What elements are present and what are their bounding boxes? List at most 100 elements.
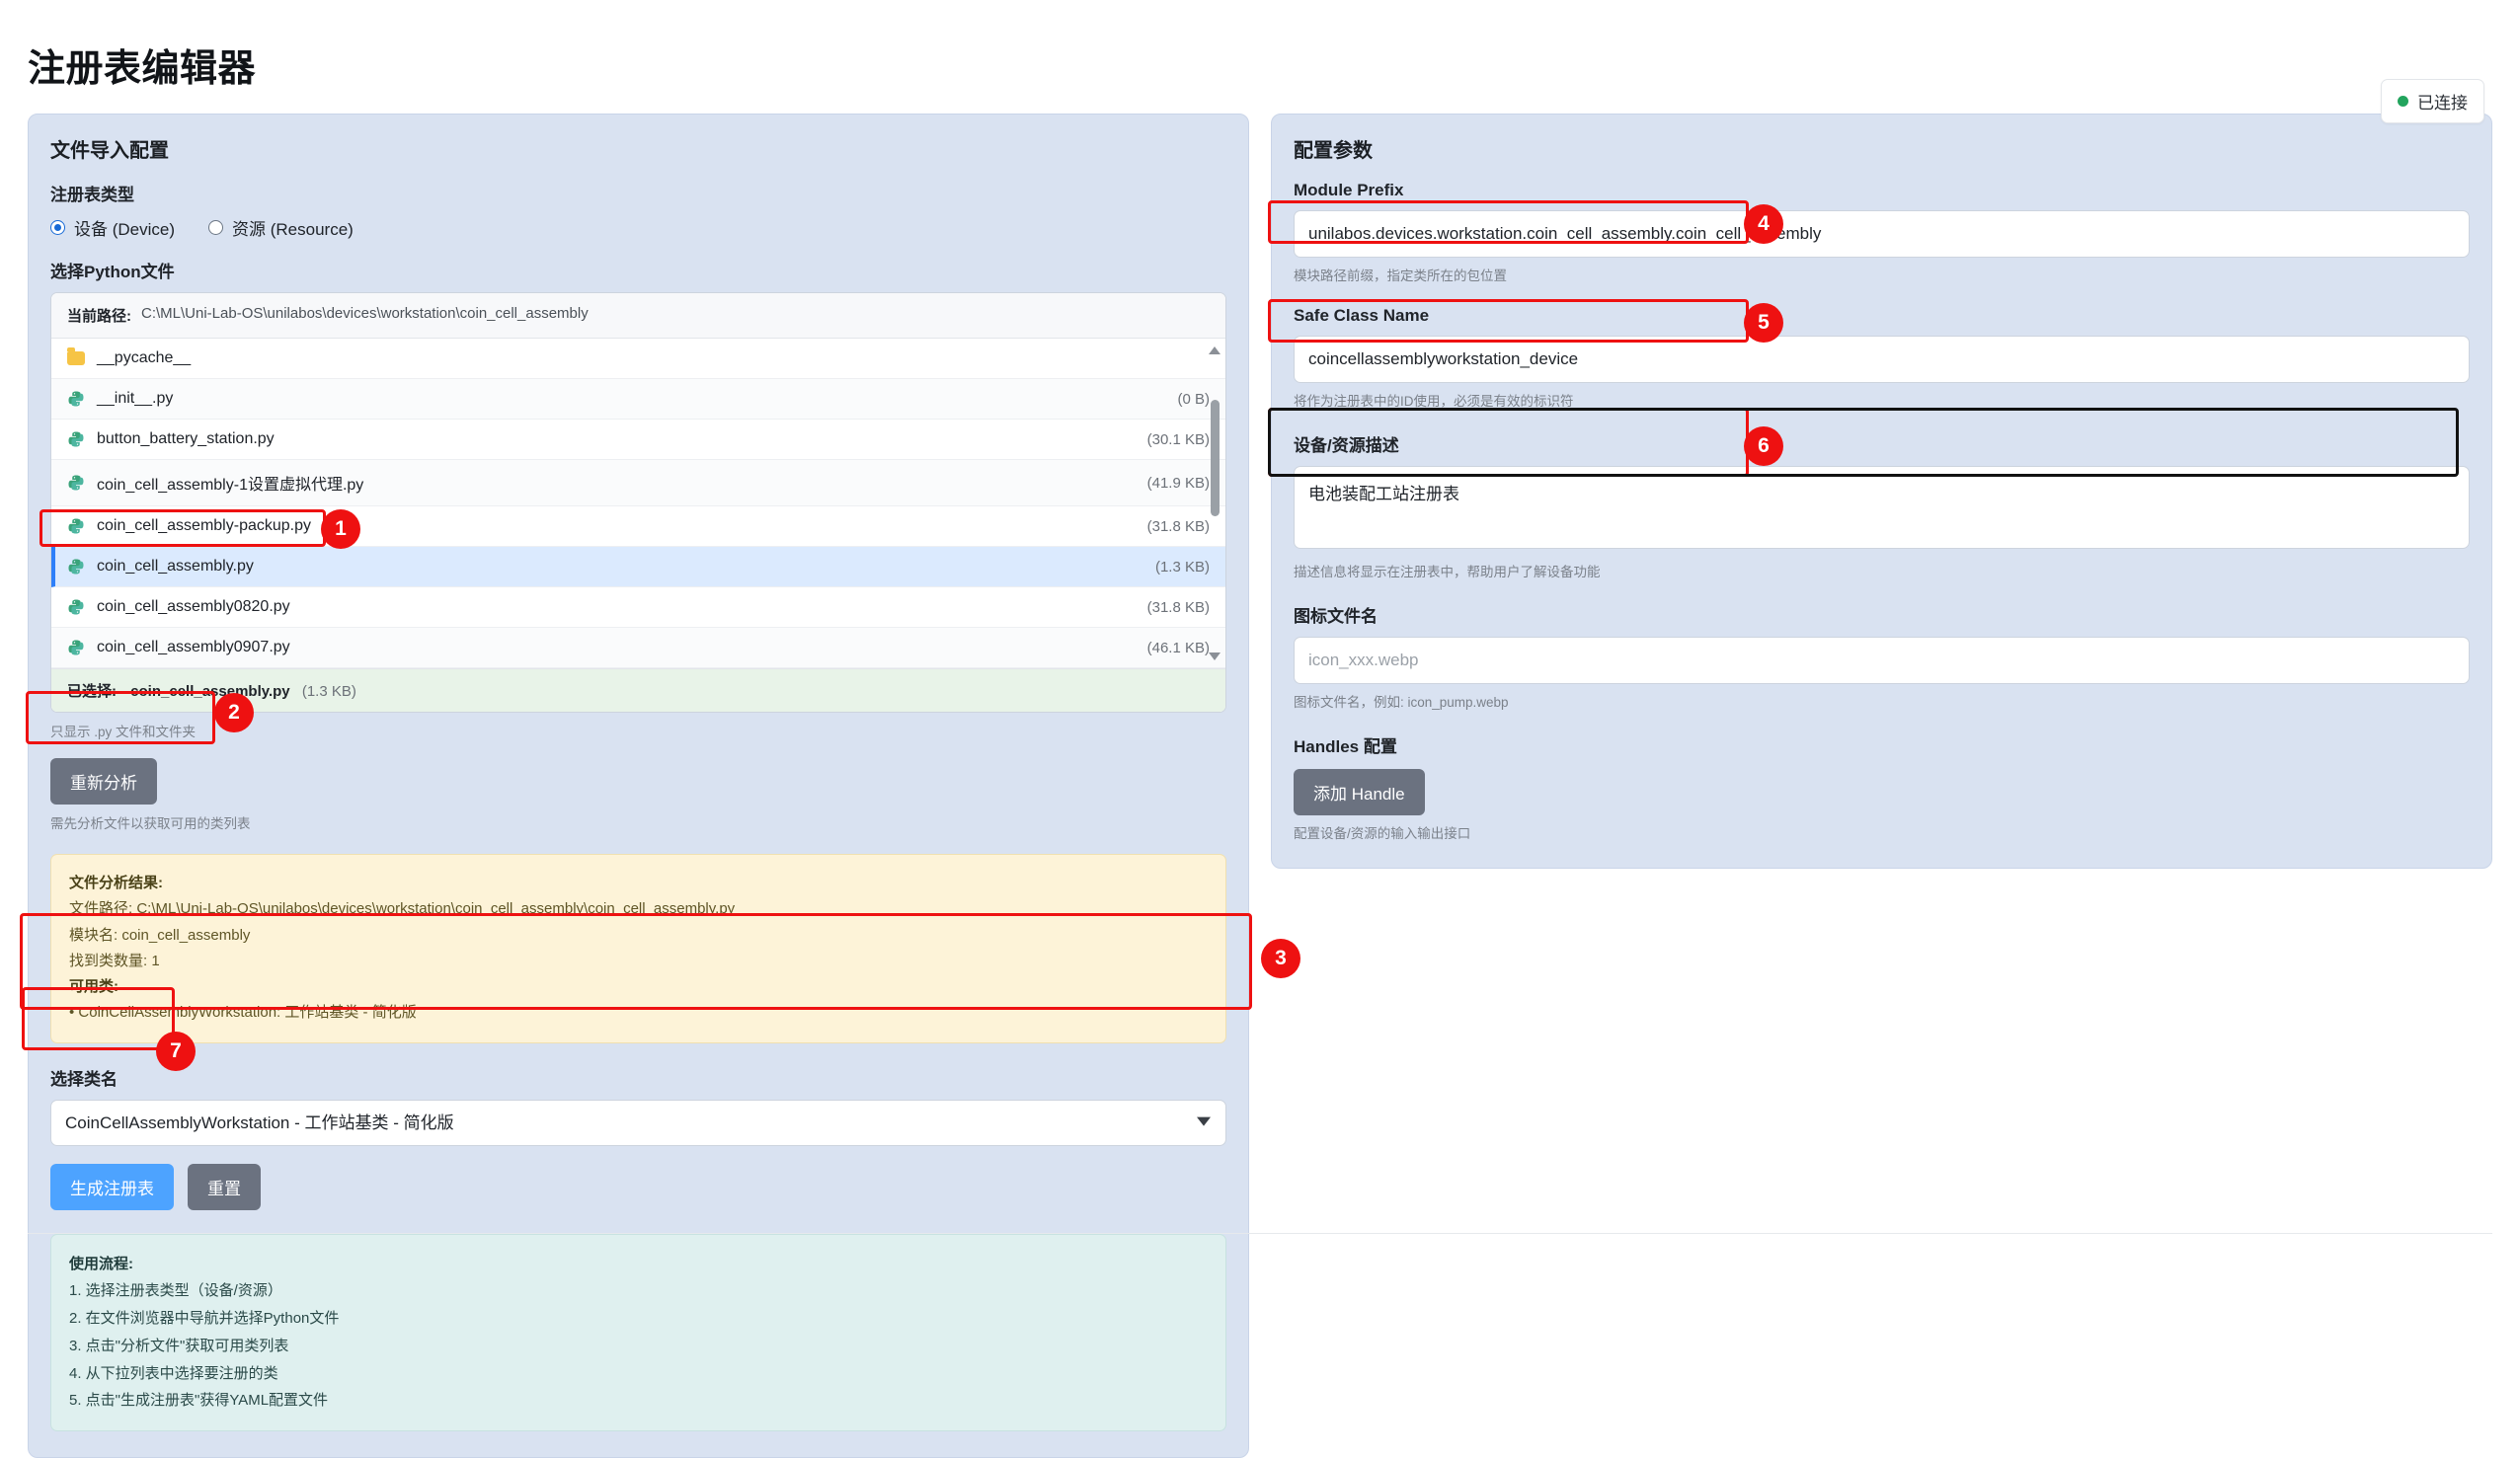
config-params-title: 配置参数 (1294, 140, 1373, 162)
analysis-module: 模块名: coin_cell_assembly (69, 926, 251, 944)
module-prefix-hint: 模块路径前缀，指定类所在的包位置 (1294, 269, 1507, 283)
file-row-coin-cell-assembly0820[interactable]: coin_cell_assembly0820.py (31.8 KB) (51, 587, 1225, 628)
annotation-badge-7: 7 (156, 1032, 196, 1071)
file-row-coin-cell-assembly-packup[interactable]: coin_cell_assembly-packup.py (31.8 KB) (51, 506, 1225, 547)
file-import-card-title: 文件导入配置 (50, 140, 169, 162)
file-name: coin_cell_assembly0820.py (97, 598, 290, 615)
usage-flow-box: 使用流程: 1. 选择注册表类型（设备/资源） 2. 在文件浏览器中导航并选择P… (50, 1233, 1226, 1431)
file-row-coin-cell-assembly-1[interactable]: coin_cell_assembly-1设置虚拟代理.py (41.9 KB) (51, 460, 1225, 506)
reset-button[interactable]: 重置 (188, 1163, 261, 1210)
radio-resource-icon[interactable] (208, 220, 224, 235)
file-size: (30.1 KB) (1146, 430, 1210, 448)
reanalyze-button-row: 重新分析 (50, 758, 1226, 805)
radio-device-label: 设备 (Device) (74, 220, 176, 239)
file-row-button-battery-station[interactable]: button_battery_station.py (30.1 KB) (51, 420, 1225, 460)
radio-device-icon[interactable] (50, 220, 65, 235)
class-select-label: 选择类名 (50, 1069, 118, 1089)
file-name: __init__.py (97, 390, 174, 407)
usage-title: 使用流程: (69, 1255, 133, 1272)
file-row-coin-cell-assembly0907[interactable]: coin_cell_assembly0907.py (46.1 KB) (51, 628, 1225, 668)
file-name: coin_cell_assembly-packup.py (97, 517, 311, 534)
config-params-card: 配置参数 Module Prefix 模块路径前缀，指定类所在的包位置 Safe… (1271, 114, 2492, 869)
usage-step-3: 3. 点击"分析文件"获取可用类列表 (69, 1337, 289, 1354)
page-title: 注册表编辑器 (28, 48, 257, 90)
usage-step-1: 1. 选择注册表类型（设备/资源） (69, 1282, 282, 1300)
file-size: (1.3 KB) (1154, 558, 1210, 576)
description-textarea[interactable]: 电池装配工站注册表 (1294, 466, 2470, 549)
annotation-badge-2: 2 (214, 693, 254, 732)
python-file-icon (67, 390, 85, 408)
generate-registry-button[interactable]: 生成注册表 (50, 1163, 174, 1210)
analysis-class-count: 找到类数量: 1 (69, 952, 160, 969)
file-name: coin_cell_assembly.py (97, 558, 254, 575)
radio-resource-label: 资源 (Resource) (232, 220, 354, 239)
file-row-init[interactable]: __init__.py (0 B) (51, 379, 1225, 420)
main-columns: 文件导入配置 注册表类型 设备 (Device) 资源 (Resource) 选… (28, 114, 2492, 1458)
file-size: (31.8 KB) (1146, 517, 1210, 535)
analysis-class-item: • CoinCellAssemblyWorkstation: 工作站基类 - 简… (69, 1004, 417, 1022)
folder-icon (67, 347, 85, 365)
radio-device[interactable]: 设备 (Device) (50, 215, 175, 240)
file-list[interactable]: __pycache__ __init__.py (0 B) (51, 339, 1225, 668)
annotation-badge-4: 4 (1744, 204, 1783, 244)
safe-class-name-hint: 将作为注册表中的ID使用，必须是有效的标识符 (1294, 394, 1574, 409)
current-path-row: 当前路径: C:\ML\Uni-Lab-OS\unilabos\devices\… (51, 293, 1225, 339)
usage-step-2: 2. 在文件浏览器中导航并选择Python文件 (69, 1310, 340, 1327)
icon-filename-hint: 图标文件名，例如: icon_pump.webp (1294, 695, 1509, 710)
file-name: button_battery_station.py (97, 430, 275, 447)
scroll-up-arrow-icon[interactable] (1209, 346, 1221, 354)
file-row-pycache[interactable]: __pycache__ (51, 339, 1225, 379)
current-path-value: C:\ML\Uni-Lab-OS\unilabos\devices\workst… (141, 305, 589, 322)
class-select[interactable]: CoinCellAssemblyWorkstation - 工作站基类 - 简化… (50, 1099, 1226, 1146)
selected-file-size: (1.3 KB) (301, 683, 356, 700)
registry-type-label: 注册表类型 (50, 186, 134, 204)
icon-filename-input[interactable] (1294, 637, 2470, 684)
analysis-path: 文件路径: C:\ML\Uni-Lab-OS\unilabos\devices\… (69, 900, 736, 918)
module-prefix-input[interactable] (1294, 210, 2470, 258)
file-size: (46.1 KB) (1146, 639, 1210, 656)
safe-class-name-label: Safe Class Name (1294, 306, 1430, 325)
file-name: coin_cell_assembly0907.py (97, 639, 290, 655)
file-filter-note: 只显示 .py 文件和文件夹 (50, 725, 197, 739)
file-size: (0 B) (1177, 390, 1210, 408)
scroll-down-arrow-icon[interactable] (1209, 652, 1221, 660)
file-list-scrollbar[interactable] (1209, 343, 1222, 664)
file-picker-label: 选择Python文件 (50, 263, 175, 281)
analysis-classes-title: 可用类: (69, 978, 118, 995)
radio-resource[interactable]: 资源 (Resource) (208, 215, 354, 240)
handles-config-label: Handles 配置 (1294, 737, 1397, 756)
python-file-icon (67, 598, 85, 616)
class-select-wrapper[interactable]: CoinCellAssemblyWorkstation - 工作站基类 - 简化… (50, 1099, 1226, 1146)
description-label: 设备/资源描述 (1294, 436, 1399, 455)
python-file-icon (67, 517, 85, 535)
annotation-badge-6: 6 (1744, 426, 1783, 466)
description-hint: 描述信息将显示在注册表中，帮助用户了解设备功能 (1294, 565, 1601, 579)
usage-step-4: 4. 从下拉列表中选择要注册的类 (69, 1364, 278, 1382)
file-name: coin_cell_assembly-1设置虚拟代理.py (97, 477, 364, 494)
file-name: __pycache__ (97, 349, 192, 366)
connection-status-badge: 已连接 (2381, 79, 2484, 123)
footer-divider (28, 1233, 2492, 1234)
action-button-row: 生成注册表 重置 (50, 1163, 1226, 1210)
safe-class-name-input[interactable] (1294, 336, 2470, 383)
file-size: (41.9 KB) (1146, 474, 1210, 492)
python-file-icon (67, 639, 85, 656)
module-prefix-label: Module Prefix (1294, 181, 1404, 199)
scrollbar-thumb[interactable] (1211, 400, 1220, 516)
file-size: (31.8 KB) (1146, 598, 1210, 616)
selected-file-label: 已选择: (67, 683, 117, 700)
annotation-badge-5: 5 (1744, 303, 1783, 343)
analysis-title: 文件分析结果: (69, 875, 163, 891)
file-browser: 当前路径: C:\ML\Uni-Lab-OS\unilabos\devices\… (50, 292, 1226, 713)
python-file-icon (67, 558, 85, 576)
reanalyze-button[interactable]: 重新分析 (50, 758, 157, 805)
registry-type-radio-group: 设备 (Device) 资源 (Resource) (50, 215, 1226, 240)
usage-step-5: 5. 点击"生成注册表"获得YAML配置文件 (69, 1392, 329, 1410)
add-handle-button[interactable]: 添加 Handle (1294, 769, 1425, 815)
reanalyze-hint: 需先分析文件以获取可用的类列表 (50, 816, 251, 831)
python-file-icon (67, 430, 85, 448)
file-row-coin-cell-assembly-selected[interactable]: coin_cell_assembly.py (1.3 KB) (51, 547, 1225, 587)
analysis-result-box: 文件分析结果: 文件路径: C:\ML\Uni-Lab-OS\unilabos\… (50, 854, 1226, 1043)
right-column: 配置参数 Module Prefix 模块路径前缀，指定类所在的包位置 Safe… (1271, 114, 2492, 869)
left-column: 文件导入配置 注册表类型 设备 (Device) 资源 (Resource) 选… (28, 114, 1249, 1458)
